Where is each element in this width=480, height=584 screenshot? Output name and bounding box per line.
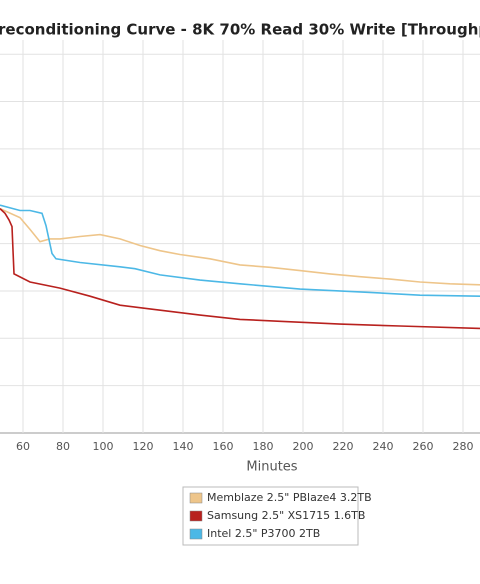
x-tick-label: 80 bbox=[56, 440, 70, 453]
chart-title: reconditioning Curve - 8K 70% Read 30% W… bbox=[0, 21, 480, 39]
line-series bbox=[0, 207, 480, 286]
line-series bbox=[0, 204, 480, 297]
x-tick-label: 280 bbox=[453, 440, 474, 453]
x-tick-label: 180 bbox=[253, 440, 274, 453]
line-series bbox=[0, 208, 480, 330]
legend-swatch bbox=[189, 510, 203, 522]
legend-swatch bbox=[189, 528, 203, 540]
legend-label: Intel 2.5" P3700 2TB bbox=[207, 527, 320, 540]
x-tick-label: 140 bbox=[173, 440, 194, 453]
legend-label: Memblaze 2.5" PBlaze4 3.2TB bbox=[207, 491, 372, 504]
legend-box bbox=[182, 486, 359, 546]
x-tick-label: 60 bbox=[16, 440, 30, 453]
x-tick-label: 100 bbox=[93, 440, 114, 453]
x-tick-label: 200 bbox=[293, 440, 314, 453]
x-tick-label: 240 bbox=[373, 440, 394, 453]
legend-swatch bbox=[189, 492, 203, 504]
x-tick-label: 160 bbox=[213, 440, 234, 453]
x-tick-label: 120 bbox=[133, 440, 154, 453]
x-tick-label: 220 bbox=[333, 440, 354, 453]
x-axis-label: Minutes bbox=[246, 460, 297, 475]
x-tick-label: 260 bbox=[413, 440, 434, 453]
legend-label: Samsung 2.5" XS1715 1.6TB bbox=[207, 509, 365, 522]
